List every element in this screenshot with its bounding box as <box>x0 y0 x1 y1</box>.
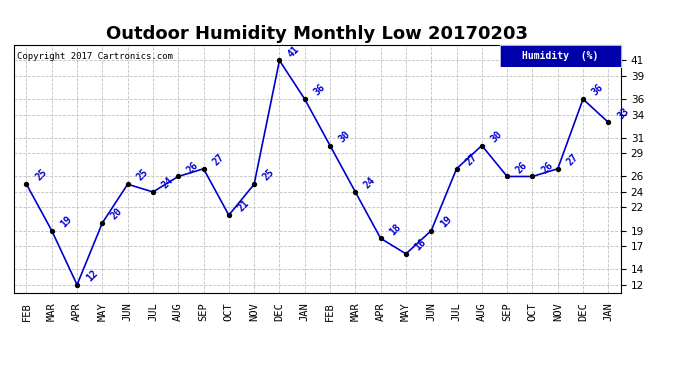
Point <box>299 96 310 102</box>
Text: 20: 20 <box>109 206 125 222</box>
Point <box>21 181 32 187</box>
Text: 26: 26 <box>185 160 201 175</box>
Point <box>324 142 335 148</box>
Point <box>476 142 487 148</box>
Point <box>122 181 133 187</box>
Text: 21: 21 <box>236 198 251 214</box>
Point <box>578 96 589 102</box>
Text: 26: 26 <box>540 160 555 175</box>
Text: 19: 19 <box>438 214 453 229</box>
Text: 16: 16 <box>413 237 428 252</box>
Text: 41: 41 <box>286 44 302 59</box>
Point <box>502 174 513 180</box>
Text: 19: 19 <box>59 214 74 229</box>
Point <box>400 251 411 257</box>
Point <box>172 174 184 180</box>
Point <box>248 181 259 187</box>
Text: Copyright 2017 Cartronics.com: Copyright 2017 Cartronics.com <box>17 53 172 62</box>
Text: 25: 25 <box>261 168 277 183</box>
Text: 30: 30 <box>337 129 353 144</box>
Point <box>350 189 361 195</box>
Point <box>97 220 108 226</box>
Text: 33: 33 <box>615 106 631 121</box>
Title: Outdoor Humidity Monthly Low 20170203: Outdoor Humidity Monthly Low 20170203 <box>106 26 529 44</box>
Text: 12: 12 <box>84 268 99 284</box>
Text: 26: 26 <box>514 160 529 175</box>
Point <box>46 228 57 234</box>
Point <box>224 212 235 218</box>
Point <box>375 236 386 242</box>
Point <box>72 282 83 288</box>
Text: 27: 27 <box>210 152 226 167</box>
Point <box>274 57 285 63</box>
Point <box>198 166 209 172</box>
Text: 27: 27 <box>464 152 479 167</box>
Point <box>603 119 614 125</box>
Text: 18: 18 <box>388 222 403 237</box>
Text: 24: 24 <box>362 175 377 190</box>
Text: 30: 30 <box>489 129 504 144</box>
Text: 36: 36 <box>312 82 327 98</box>
Point <box>527 174 538 180</box>
Text: 27: 27 <box>564 152 580 167</box>
Point <box>426 228 437 234</box>
Text: 25: 25 <box>135 168 150 183</box>
Point <box>148 189 159 195</box>
Text: 24: 24 <box>160 175 175 190</box>
Text: 36: 36 <box>590 82 605 98</box>
Text: 25: 25 <box>33 168 49 183</box>
Point <box>451 166 462 172</box>
Point <box>552 166 563 172</box>
